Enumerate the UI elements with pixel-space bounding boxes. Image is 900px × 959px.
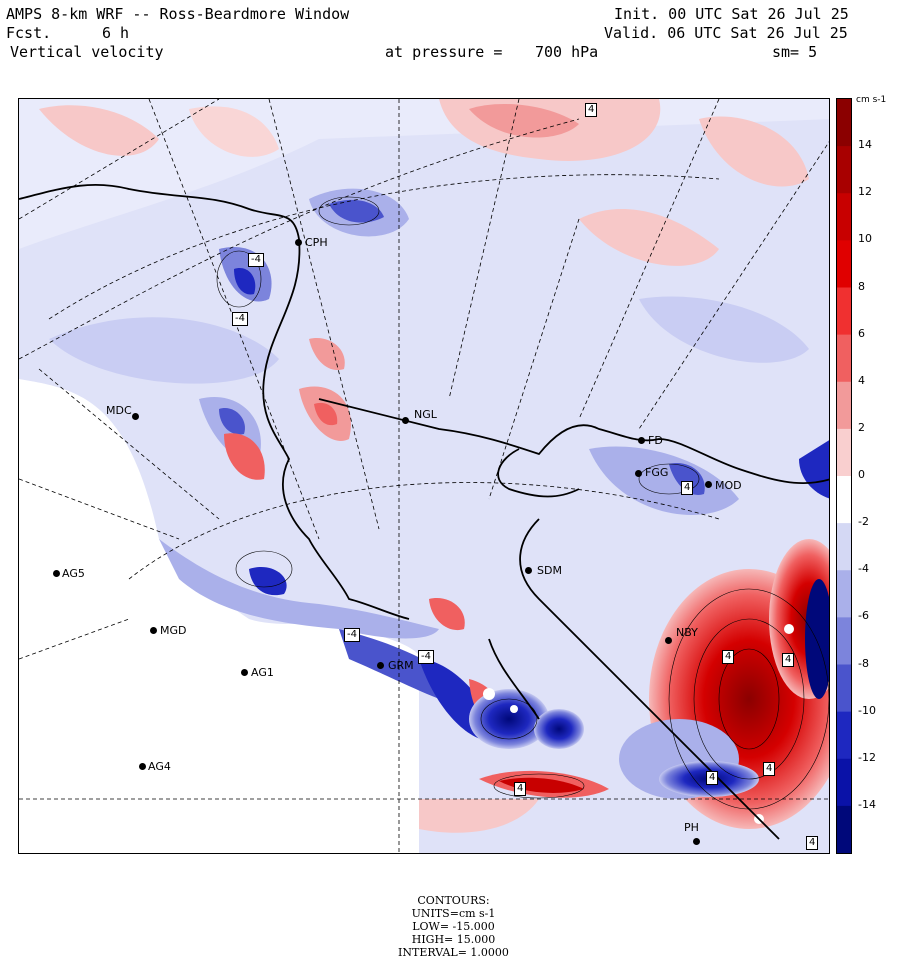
station-marker[interactable] xyxy=(635,470,642,477)
contour-label: 4 xyxy=(782,653,795,667)
colorbar-swatch xyxy=(837,664,851,713)
colorbar-swatch xyxy=(837,476,851,524)
colorbar-tick-label: 8 xyxy=(858,279,865,293)
forecast-hour: 6 h xyxy=(102,24,130,42)
station-label-cph: CPH xyxy=(305,236,328,249)
colorbar-tick-label: 6 xyxy=(858,326,865,340)
pressure-level: 700 hPa xyxy=(535,43,599,61)
colorbar-swatch xyxy=(837,617,851,665)
colorbar-swatch xyxy=(837,570,851,618)
colorbar-unit: cm s-1 xyxy=(856,95,887,105)
colorbar-swatch xyxy=(837,711,851,760)
colorbar-tick-label: -10 xyxy=(858,703,876,717)
station-label-nby: NBY xyxy=(676,626,698,639)
colorbar-tick-label: -6 xyxy=(858,609,869,623)
colorbar-swatch xyxy=(837,146,851,194)
contour-label: -4 xyxy=(248,253,264,267)
colorbar-swatch xyxy=(837,334,851,383)
contour-label: 4 xyxy=(722,650,735,664)
colorbar-tick-label: -8 xyxy=(858,656,869,670)
smoothing: sm= 5 xyxy=(772,43,818,61)
colorbar-tick-label: 0 xyxy=(858,468,865,481)
units-text: UNITS=cm s-1 xyxy=(411,907,496,920)
contours-label: CONTOURS: xyxy=(417,894,490,907)
station-marker[interactable] xyxy=(139,763,146,770)
station-marker[interactable] xyxy=(525,567,532,574)
station-marker[interactable] xyxy=(241,669,248,676)
station-marker[interactable] xyxy=(53,570,60,577)
contour-label: -4 xyxy=(344,628,360,642)
contour-label: 4 xyxy=(514,782,527,796)
colorbar-swatch xyxy=(837,381,851,430)
station-label-sdm: SDM xyxy=(537,564,562,577)
station-label-mod: MOD xyxy=(715,479,742,492)
contour-label: -4 xyxy=(232,312,248,326)
high-value: HIGH= 15.000 xyxy=(411,933,496,946)
station-label-mdc: MDC xyxy=(106,404,132,417)
station-marker[interactable] xyxy=(638,437,645,444)
init-time: Init. 00 UTC Sat 26 Jul 25 xyxy=(614,5,849,23)
colorbar-tick-label: -2 xyxy=(858,515,869,529)
colorbar-swatches xyxy=(837,99,851,853)
station-label-fgg: FGG xyxy=(645,466,669,479)
plot-title: AMPS 8-km WRF -- Ross-Beardmore Window xyxy=(6,5,350,23)
colorbar-tick-label: -4 xyxy=(858,562,869,576)
station-marker[interactable] xyxy=(150,627,157,634)
contour-label: -4 xyxy=(418,650,434,664)
station-marker[interactable] xyxy=(377,662,384,669)
forecast-label: Fcst. xyxy=(6,24,52,42)
colorbar-tick-label: 10 xyxy=(858,232,872,246)
station-marker[interactable] xyxy=(693,838,700,845)
contour-label: 4 xyxy=(806,836,819,850)
pressure-label: at pressure = xyxy=(385,43,503,61)
colorbar-swatch xyxy=(837,523,851,571)
colorbar-swatch xyxy=(837,193,851,241)
map-panel xyxy=(18,98,830,854)
station-label-ph: PH xyxy=(684,821,699,834)
station-label-ag5: AG5 xyxy=(62,567,85,580)
colorbar-swatch xyxy=(837,287,851,336)
station-label-ag4: AG4 xyxy=(148,760,171,773)
station-label-ngl: NGL xyxy=(414,408,437,421)
contour-info: CONTOURS: UNITS=cm s-1 LOW= -15.000 HIGH… xyxy=(0,881,900,959)
station-label-ag1: AG1 xyxy=(251,666,274,679)
colorbar-swatch xyxy=(837,805,851,853)
low-value: LOW= -15.000 xyxy=(412,920,495,933)
colorbar-tick-label: 14 xyxy=(858,138,872,152)
colorbar-tick-label: 12 xyxy=(858,185,872,199)
colorbar-tick-label: 4 xyxy=(858,373,865,387)
field-name: Vertical velocity xyxy=(10,43,164,61)
colorbar-swatch xyxy=(837,99,851,147)
contour-label: 4 xyxy=(706,771,719,785)
colorbar-tick-label: -12 xyxy=(858,750,876,764)
station-marker[interactable] xyxy=(705,481,712,488)
colorbar-swatch xyxy=(837,758,851,807)
map-graphic xyxy=(19,99,829,853)
valid-time: Valid. 06 UTC Sat 26 Jul 25 xyxy=(604,24,848,42)
colorbar-tick-label: -14 xyxy=(858,797,876,811)
colorbar-swatch xyxy=(837,428,851,477)
station-label-grm: GRM xyxy=(388,659,414,672)
station-marker[interactable] xyxy=(402,417,409,424)
colorbar-swatch xyxy=(837,240,851,288)
station-marker[interactable] xyxy=(132,413,139,420)
contour-label: 4 xyxy=(681,481,694,495)
station-label-mgd: MGD xyxy=(160,624,187,637)
contour-label: 4 xyxy=(585,103,598,117)
colorbar-tick-label: 2 xyxy=(858,420,865,434)
colorbar xyxy=(836,98,852,854)
station-marker[interactable] xyxy=(295,239,302,246)
station-marker[interactable] xyxy=(665,637,672,644)
interval-value: INTERVAL= 1.0000 xyxy=(398,946,509,959)
station-label-fd: FD xyxy=(648,434,663,447)
contour-label: 4 xyxy=(763,762,776,776)
